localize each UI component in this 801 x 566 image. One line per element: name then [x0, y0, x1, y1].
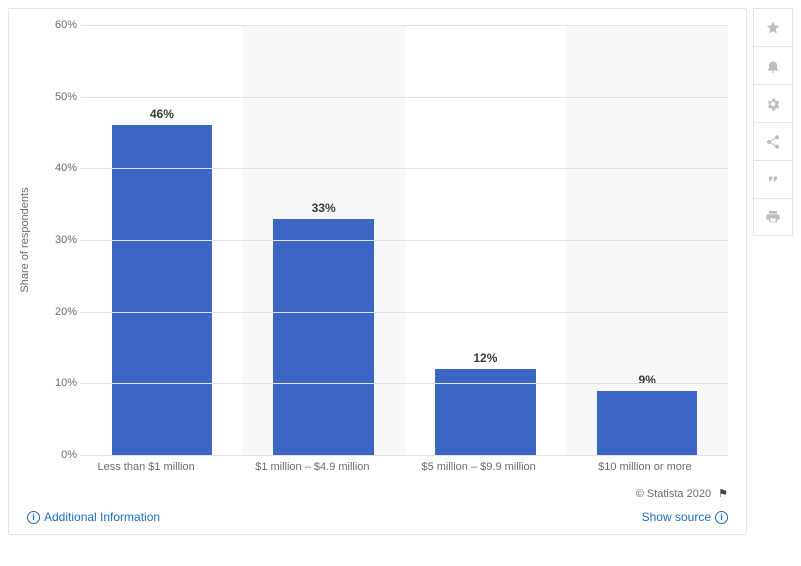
gridline [81, 240, 728, 241]
x-tick-label: $1 million – $4.9 million [229, 461, 395, 473]
x-axis-labels: Less than $1 million$1 million – $4.9 mi… [63, 461, 728, 473]
bar-value-label: 33% [312, 201, 336, 215]
side-toolbar [753, 8, 793, 535]
bar[interactable]: 33% [273, 219, 373, 456]
y-axis-label: Share of respondents [19, 187, 31, 292]
chart-wrapper: Share of respondents 46% 33% 12% 9% 0% 10% 20… [8, 8, 793, 535]
quote-icon [765, 172, 781, 188]
print-icon [765, 209, 781, 225]
gridline [81, 25, 728, 26]
footer-right: © Statista 2020 ⚑ Show source i [636, 487, 728, 524]
share-icon-button[interactable] [753, 122, 793, 160]
gridline [81, 383, 728, 384]
chart-card: Share of respondents 46% 33% 12% 9% 0% 10% 20… [8, 8, 747, 535]
info-icon: i [715, 511, 728, 524]
share-icon [765, 134, 781, 150]
copyright-text: © Statista 2020 [636, 488, 711, 500]
bar[interactable]: 9% [597, 391, 697, 456]
copyright-line: © Statista 2020 ⚑ [636, 487, 728, 500]
y-tick-label: 0% [45, 449, 77, 461]
gridline [81, 97, 728, 98]
x-tick-label: $10 million or more [562, 461, 728, 473]
y-tick-label: 40% [45, 162, 77, 174]
quote-icon-button[interactable] [753, 160, 793, 198]
y-tick-label: 60% [45, 19, 77, 31]
chart-footer: i Additional Information © Statista 2020… [27, 487, 728, 524]
bell-icon [765, 58, 781, 74]
y-tick-label: 50% [45, 91, 77, 103]
y-tick-label: 10% [45, 377, 77, 389]
star-icon-button[interactable] [753, 8, 793, 46]
bar[interactable]: 46% [112, 125, 212, 455]
y-tick-label: 30% [45, 234, 77, 246]
gridline [81, 168, 728, 169]
y-tick-label: 20% [45, 306, 77, 318]
bar-value-label: 9% [638, 373, 655, 387]
y-axis-label-wrap: Share of respondents [27, 25, 45, 455]
bar[interactable]: 12% [435, 369, 535, 455]
gear-icon [765, 96, 781, 112]
gridline [81, 312, 728, 313]
gear-icon-button[interactable] [753, 84, 793, 122]
x-tick-label: $5 million – $9.9 million [396, 461, 562, 473]
gridline [81, 455, 728, 456]
chart-area: Share of respondents 46%33%12%9% 0%10%20… [27, 25, 728, 455]
bell-icon-button[interactable] [753, 46, 793, 84]
bar-value-label: 12% [473, 351, 497, 365]
show-source-link[interactable]: Show source i [642, 510, 728, 524]
x-tick-label: Less than $1 million [63, 461, 229, 473]
star-icon [765, 20, 781, 36]
show-source-label: Show source [642, 510, 711, 524]
print-icon-button[interactable] [753, 198, 793, 236]
bar-value-label: 46% [150, 107, 174, 121]
plot-region: 46%33%12%9% 0%10%20%30%40%50%60% [45, 25, 728, 455]
flag-icon: ⚑ [718, 487, 728, 500]
additional-info-link[interactable]: i Additional Information [27, 510, 160, 524]
additional-info-label: Additional Information [44, 510, 160, 524]
info-icon: i [27, 511, 40, 524]
